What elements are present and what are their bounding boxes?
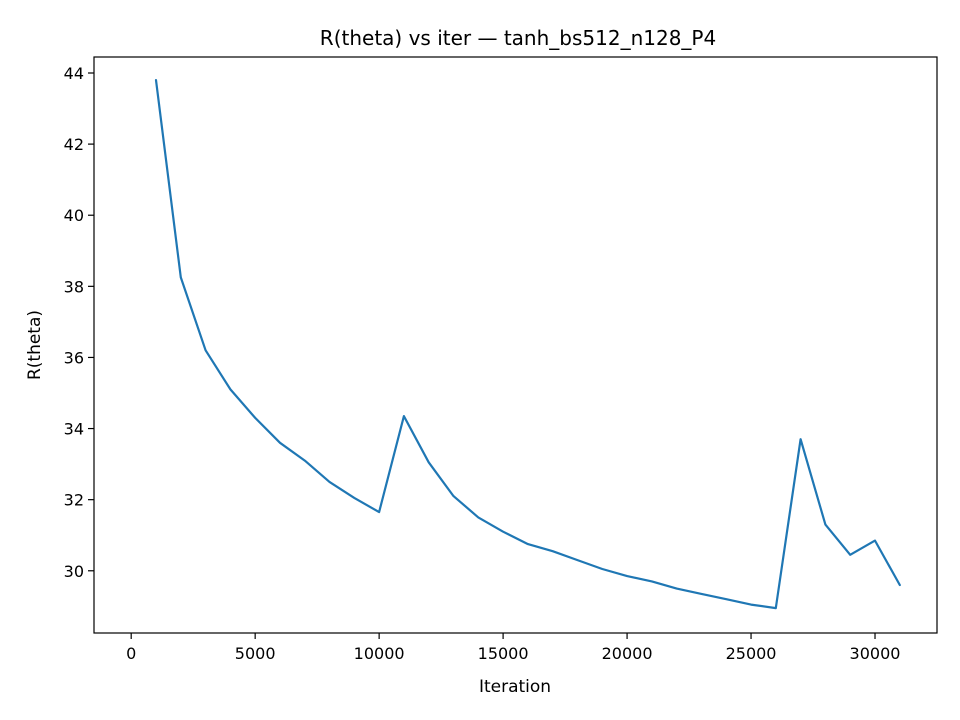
x-tick-label: 0 xyxy=(126,644,136,663)
x-tick-label: 20000 xyxy=(602,644,653,663)
y-tick-label: 40 xyxy=(64,206,84,225)
y-tick-label: 34 xyxy=(64,420,84,439)
x-tick-label: 10000 xyxy=(354,644,405,663)
x-axis-ticks: 0 5000 10000 15000 20000 25000 30000 xyxy=(126,633,900,663)
series-line xyxy=(154,79,901,610)
y-tick-label: 42 xyxy=(64,135,84,154)
x-tick-label: 25000 xyxy=(726,644,777,663)
x-tick-label: 5000 xyxy=(235,644,276,663)
x-tick-label: 15000 xyxy=(478,644,529,663)
y-tick-label: 32 xyxy=(64,491,84,510)
chart-title: R(theta) vs iter — tanh_bs512_n128_P4 xyxy=(320,26,716,50)
y-tick-label: 38 xyxy=(64,277,84,296)
y-tick-label: 36 xyxy=(64,348,84,367)
plot-frame xyxy=(93,56,938,634)
x-tick-label: 30000 xyxy=(850,644,901,663)
y-axis-ticks: 30 32 34 36 38 40 42 44 xyxy=(64,64,94,581)
x-axis-label: Iteration xyxy=(479,677,551,697)
y-tick-label: 44 xyxy=(64,64,84,83)
y-tick-label: 30 xyxy=(64,562,84,581)
y-axis-label: R(theta) xyxy=(25,310,45,380)
